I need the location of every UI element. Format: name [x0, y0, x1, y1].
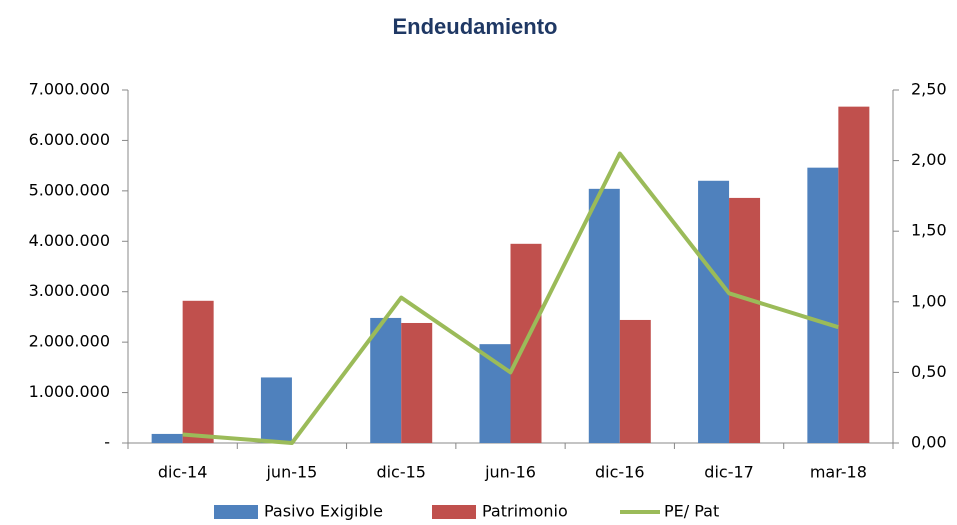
bar: [479, 344, 511, 443]
bar: [807, 167, 839, 443]
bar: [619, 319, 651, 443]
y2-tick-label: 0,00: [911, 433, 947, 452]
bar: [729, 197, 761, 443]
x-tick-label: dic-16: [595, 463, 645, 482]
legend-swatch: [432, 505, 476, 519]
bar: [151, 433, 183, 443]
legend-label: PE/ Pat: [664, 502, 719, 521]
y-tick-label: 2.000.000: [29, 332, 110, 351]
y-tick-label: 7.000.000: [29, 80, 110, 99]
x-tick-label: dic-15: [376, 463, 426, 482]
legend-swatch: [214, 505, 258, 519]
bar: [182, 300, 214, 443]
y2-tick-label: 2,00: [911, 150, 947, 169]
line-series: [182, 151, 839, 445]
y2-tick-label: 2,50: [911, 80, 947, 99]
x-tick-label: dic-14: [158, 463, 208, 482]
bar: [401, 322, 433, 443]
bar: [698, 180, 730, 443]
legend-label: Pasivo Exigible: [264, 502, 383, 521]
y-tick-label: 6.000.000: [29, 130, 110, 149]
bar: [838, 106, 870, 444]
y-tick-label: 1.000.000: [29, 382, 110, 401]
y-tick-label: 3.000.000: [29, 281, 110, 300]
x-tick-label: jun-16: [484, 463, 536, 482]
x-tick-label: dic-17: [704, 463, 754, 482]
x-tick-label: jun-15: [265, 463, 317, 482]
legend-label: Patrimonio: [482, 502, 568, 521]
x-tick-label: mar-18: [810, 463, 867, 482]
chart-title: Endeudamiento: [392, 14, 557, 39]
bar: [588, 188, 620, 443]
y-tick-label: 4.000.000: [29, 231, 110, 250]
bar: [370, 317, 402, 443]
bar: [260, 377, 292, 443]
y2-tick-label: 1,50: [911, 221, 947, 240]
y2-tick-label: 1,00: [911, 291, 947, 310]
y-tick-label: 5.000.000: [29, 180, 110, 199]
y-tick-label: -: [104, 433, 110, 452]
y2-tick-label: 0,50: [911, 362, 947, 381]
